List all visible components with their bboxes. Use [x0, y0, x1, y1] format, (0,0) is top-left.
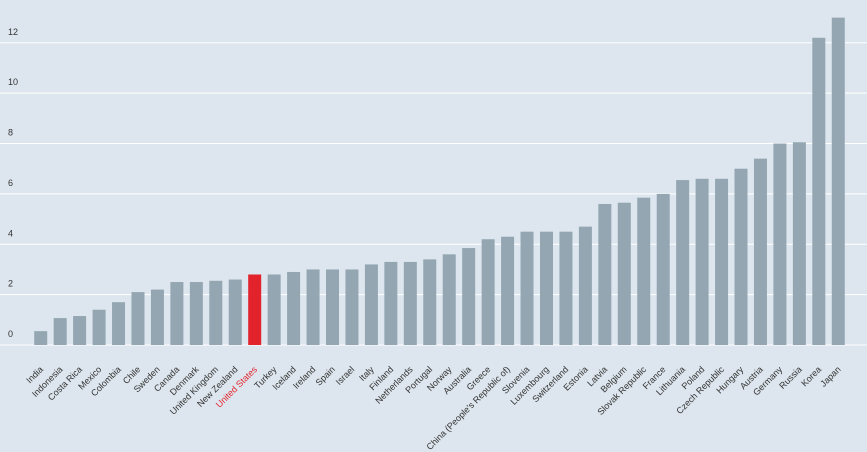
bar — [715, 178, 729, 345]
bar — [637, 197, 651, 345]
y-tick-label: 10 — [8, 77, 18, 87]
y-tick-label: 6 — [8, 178, 13, 188]
bar — [92, 309, 106, 345]
bar — [287, 271, 301, 345]
bar — [481, 239, 495, 345]
bar — [734, 168, 748, 345]
bar — [753, 158, 767, 345]
bar — [617, 202, 631, 345]
x-tick-label: Korea — [799, 364, 823, 388]
bar — [131, 292, 145, 345]
bar — [501, 236, 515, 345]
bar — [73, 316, 87, 345]
x-tick-label: Japan — [818, 364, 842, 388]
bar — [695, 178, 709, 345]
bar — [773, 143, 787, 345]
y-tick-label: 4 — [8, 228, 13, 238]
x-tick-label: Israel — [334, 364, 357, 387]
bar — [53, 318, 67, 345]
bar — [384, 261, 398, 345]
y-tick-label: 12 — [8, 27, 18, 37]
bar — [228, 279, 242, 345]
bar — [559, 231, 573, 345]
bar — [403, 261, 417, 345]
bar — [423, 259, 437, 345]
y-tick-label: 8 — [8, 128, 13, 138]
bar — [676, 180, 690, 345]
bar — [267, 274, 281, 345]
bar — [364, 264, 378, 345]
bar — [150, 289, 164, 345]
bar — [112, 302, 126, 345]
y-tick-label: 0 — [8, 329, 13, 339]
bar — [306, 269, 320, 345]
y-tick-label: 2 — [8, 279, 13, 289]
bar — [578, 226, 592, 345]
bar — [792, 142, 806, 345]
bar — [831, 17, 845, 345]
bar — [442, 254, 456, 345]
bar — [598, 203, 612, 345]
bar — [345, 269, 359, 345]
bar — [656, 193, 670, 345]
bar — [170, 282, 184, 345]
bar — [248, 274, 262, 345]
bar — [326, 269, 340, 345]
bar — [539, 231, 553, 345]
bar — [189, 282, 203, 345]
x-tick-label: Spain — [314, 364, 337, 387]
bar — [34, 331, 48, 345]
bar — [462, 248, 476, 345]
bar — [209, 280, 223, 345]
bar — [520, 231, 534, 345]
bar — [812, 37, 826, 346]
